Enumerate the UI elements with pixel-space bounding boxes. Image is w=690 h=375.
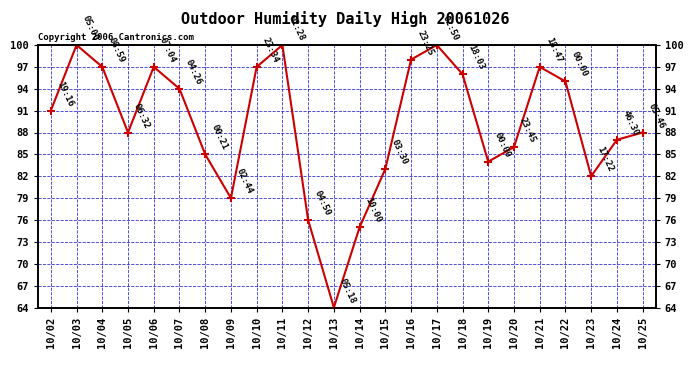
Text: 23:45: 23:45 xyxy=(518,116,538,144)
Text: Outdoor Humidity Daily High 20061026: Outdoor Humidity Daily High 20061026 xyxy=(181,11,509,27)
Text: 18:03: 18:03 xyxy=(466,43,486,71)
Text: 05:46: 05:46 xyxy=(647,102,667,130)
Text: 23:34: 23:34 xyxy=(261,36,280,64)
Text: Copyright 2006 Cantronics.com: Copyright 2006 Cantronics.com xyxy=(38,33,194,42)
Text: 02:50: 02:50 xyxy=(441,14,460,42)
Text: 18:47: 18:47 xyxy=(544,36,564,64)
Text: 17:22: 17:22 xyxy=(595,145,615,174)
Text: 05:18: 05:18 xyxy=(338,276,357,305)
Text: 04:50: 04:50 xyxy=(313,189,332,217)
Text: 05:00: 05:00 xyxy=(81,14,100,42)
Text: 19:16: 19:16 xyxy=(55,80,75,108)
Text: 07:04: 07:04 xyxy=(158,36,177,64)
Text: 00:00: 00:00 xyxy=(570,51,589,79)
Text: 46:30: 46:30 xyxy=(621,109,640,137)
Text: 02:44: 02:44 xyxy=(235,167,255,195)
Text: 06:32: 06:32 xyxy=(132,102,152,130)
Text: 03:30: 03:30 xyxy=(389,138,409,166)
Text: 00:21: 00:21 xyxy=(209,123,229,152)
Text: 00:00: 00:00 xyxy=(493,131,512,159)
Text: 02:28: 02:28 xyxy=(286,14,306,42)
Text: 04:26: 04:26 xyxy=(184,58,203,86)
Text: 08:59: 08:59 xyxy=(106,36,126,64)
Text: 10:00: 10:00 xyxy=(364,196,383,225)
Text: 23:25: 23:25 xyxy=(415,28,435,57)
